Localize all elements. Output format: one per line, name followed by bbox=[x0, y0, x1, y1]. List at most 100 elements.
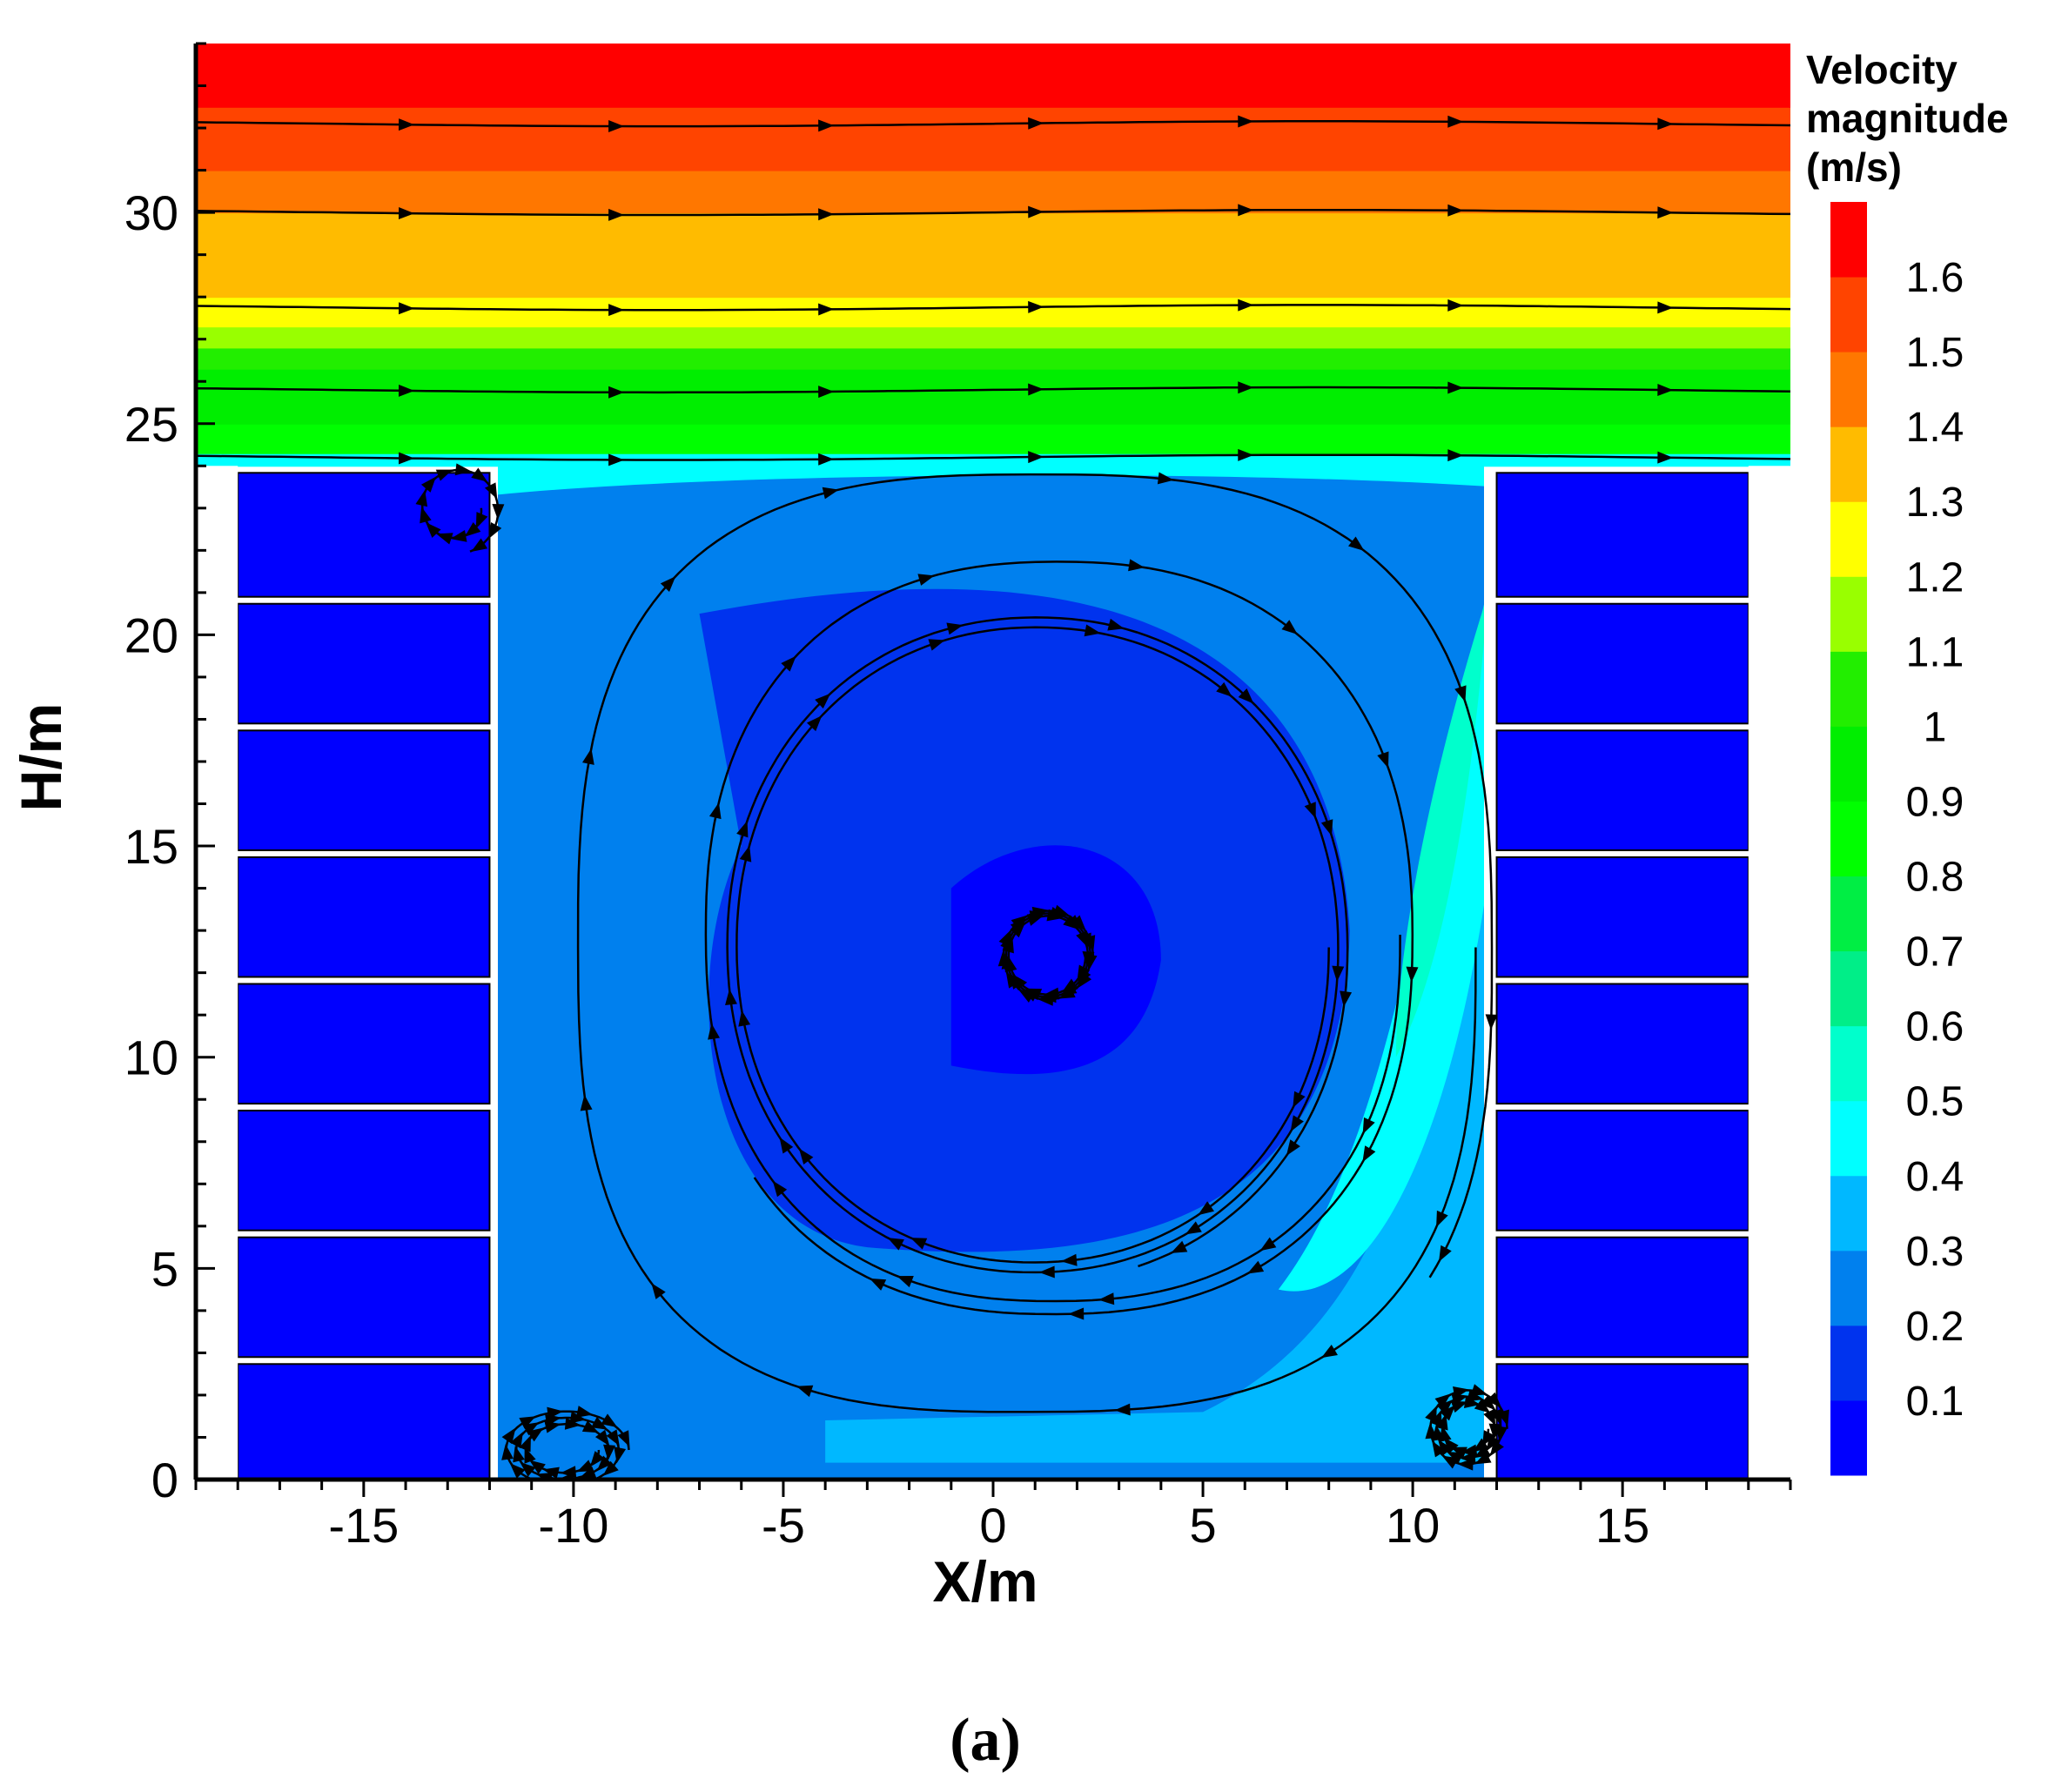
eddy-top-left-arrow-56 bbox=[436, 533, 453, 545]
vortex-streamline-inner-arrowhead bbox=[1061, 1253, 1078, 1266]
eddy-top-left-arrowhead bbox=[471, 538, 488, 553]
vortex-streamline-middle-arrowhead bbox=[1128, 559, 1145, 572]
colorbar-level-label: 0.7 bbox=[1906, 930, 1964, 976]
free-streamline-3-arrow-60 bbox=[1447, 381, 1464, 394]
vortex-streamline-inner-arrow-252 bbox=[779, 1137, 794, 1154]
building-right-floor-0 bbox=[1495, 1363, 1749, 1480]
eddy-bottom-right-arrowhead bbox=[1436, 1413, 1448, 1431]
eddy-bottom-left-arrowhead bbox=[529, 1460, 546, 1474]
free-streamline-1-arrowhead bbox=[1028, 205, 1044, 218]
eddy-bottom-left-arrowhead bbox=[510, 1432, 523, 1449]
free-streamline-1-arrow-40 bbox=[1028, 205, 1044, 218]
free-streamline-0-arrow-40 bbox=[1028, 117, 1044, 130]
free-streamline-3-arrowhead bbox=[1657, 384, 1674, 397]
vortex-streamline-inner-arrow-182 bbox=[1332, 965, 1345, 983]
free-streamline-3-arrowhead bbox=[1238, 381, 1254, 394]
eddy-top-left-arrow-196 bbox=[488, 522, 502, 540]
eddy-top-left-arrow-28 bbox=[464, 522, 481, 537]
free-stream-band-2 bbox=[196, 368, 1790, 425]
building-right-floor-4 bbox=[1495, 856, 1749, 978]
canyon-top-shear bbox=[498, 466, 1484, 495]
vortex-core-streamline-arrow-448 bbox=[997, 950, 1011, 967]
vortex-streamline-middle-arrow-126 bbox=[917, 574, 935, 586]
vortex-streamline-inner-arrow-168 bbox=[1304, 802, 1316, 819]
colorbar-swatch-1 bbox=[1830, 1325, 1867, 1401]
vortex-streamline-inner-arrow-98 bbox=[739, 845, 752, 862]
eddy-bottom-left-arrow-252 bbox=[520, 1461, 536, 1477]
eddy-bottom-left-arrow-280 bbox=[510, 1432, 523, 1449]
eddy-bottom-left-arrowhead bbox=[602, 1460, 619, 1476]
colorbar-level-label: 1.3 bbox=[1906, 480, 1964, 526]
vortex-streamline-middle-arrow-98 bbox=[709, 802, 722, 820]
free-streamline-1-arrow-20 bbox=[608, 208, 625, 221]
eddy-bottom-left-arrowhead bbox=[579, 1466, 597, 1479]
free-streamline-3-arrow-30 bbox=[818, 386, 835, 399]
vortex-core-streamline-arrowhead bbox=[1077, 971, 1092, 989]
vortex-streamline-inner-arrow-308 bbox=[946, 622, 964, 635]
vortex-core-streamline-arrow-434 bbox=[1005, 971, 1020, 989]
vortex-streamline-middle-arrowhead bbox=[1068, 1307, 1085, 1320]
free-streamline-4-arrow-20 bbox=[608, 453, 625, 466]
vortex-streamline-middle-arrow-84 bbox=[708, 1023, 720, 1040]
free-streamline-3-arrowhead bbox=[1028, 383, 1044, 396]
building-left-floor-0 bbox=[237, 1363, 491, 1480]
eddy-bottom-left-arrow-490 bbox=[547, 1406, 564, 1420]
y-tick-label: 10 bbox=[124, 1030, 178, 1085]
free-streamline-0-arrow-60 bbox=[1447, 115, 1464, 128]
eddy-bottom-right-arrowhead bbox=[1495, 1426, 1508, 1443]
vortex-streamline-inner-arrowhead bbox=[738, 1010, 751, 1027]
colorbar-swatch-3 bbox=[1830, 1175, 1867, 1252]
free-streamline-2-arrowhead bbox=[1238, 299, 1254, 312]
colorbar-swatch-14 bbox=[1830, 352, 1867, 427]
vortex-streamline-middle-arrow-56 bbox=[897, 1276, 914, 1288]
eddy-bottom-right-arrow-196 bbox=[1486, 1434, 1501, 1452]
free-stream-band-5 bbox=[196, 297, 1790, 328]
free-streamline-4-arrow-70 bbox=[1657, 451, 1674, 464]
eddy-bottom-right-arrow-336 bbox=[1480, 1395, 1496, 1411]
vortex-streamline-inner-arrowhead bbox=[1320, 819, 1333, 836]
eddy-top-left-arrow-168 bbox=[484, 482, 498, 500]
vortex-streamline-middle-arrow-154 bbox=[1281, 620, 1298, 635]
free-streamline-4 bbox=[196, 453, 1790, 461]
eddy-bottom-left-arrowhead bbox=[519, 1435, 531, 1453]
vortex-streamline-inner-arrowhead bbox=[1038, 1265, 1055, 1279]
colorbar-swatch-0 bbox=[1830, 1399, 1867, 1476]
free-stream-band-8 bbox=[196, 170, 1790, 214]
eddy-bottom-right-arrow-112 bbox=[1440, 1405, 1455, 1421]
vortex-streamline-middle-arrowhead bbox=[869, 1278, 887, 1291]
free-streamline-2-arrowhead bbox=[608, 304, 625, 317]
eddy-bottom-left-arrow-70 bbox=[529, 1460, 546, 1474]
eddy-bottom-right-arrowhead bbox=[1425, 1422, 1438, 1440]
vortex-core-streamline-arrow-476 bbox=[1011, 915, 1028, 930]
colorbar-swatch-8 bbox=[1830, 801, 1867, 877]
colorbar-level-label: 0.5 bbox=[1906, 1079, 1964, 1125]
eddy-top-left-arrow-154 bbox=[471, 467, 488, 482]
vortex-streamline-outer-arrow-28 bbox=[1320, 1344, 1338, 1359]
canyon-band-0.5 bbox=[1395, 606, 1484, 1057]
vortex-core-streamline-arrow-420 bbox=[1018, 989, 1036, 1003]
vortex-streamline-inner-arrow-56 bbox=[910, 1238, 928, 1250]
vortex-streamline-outer-arrowhead bbox=[1348, 536, 1365, 552]
eddy-bottom-right-arrow-70 bbox=[1443, 1437, 1459, 1453]
eddy-bottom-right-arrow-364 bbox=[1495, 1426, 1508, 1443]
vortex-streamline-inner-arrowhead bbox=[1084, 624, 1101, 637]
vortex-streamline-outer-arrowhead bbox=[1485, 1014, 1498, 1030]
colorbar-level-label: 0.3 bbox=[1906, 1229, 1964, 1275]
vortex-streamline-middle-arrowhead bbox=[1362, 1145, 1376, 1163]
vortex-core-region bbox=[950, 845, 1161, 1075]
eddy-bottom-left-arrowhead bbox=[547, 1406, 564, 1420]
free-streamline-0 bbox=[196, 120, 1790, 128]
eddy-bottom-left-arrow-448 bbox=[501, 1444, 514, 1460]
eddy-top-left-arrow-14 bbox=[475, 512, 488, 529]
eddy-top-left-arrow-70 bbox=[426, 522, 441, 539]
right-clearance bbox=[1748, 466, 1790, 1480]
vortex-core-streamline-arrow-378 bbox=[1077, 971, 1092, 989]
colorbar-swatch-10 bbox=[1830, 651, 1867, 727]
free-streamline-0-arrowhead bbox=[1657, 117, 1674, 131]
vortex-streamline-middle-arrowhead bbox=[709, 802, 722, 820]
vortex-streamline-outer-arrowhead bbox=[582, 748, 594, 765]
vortex-streamline-outer-arrow-140 bbox=[1157, 472, 1174, 485]
eddy-bottom-left-arrow-98 bbox=[519, 1435, 531, 1453]
x-tick-label: 5 bbox=[1189, 1498, 1216, 1553]
vortex-streamline-inner-arrowhead bbox=[1293, 1091, 1306, 1109]
